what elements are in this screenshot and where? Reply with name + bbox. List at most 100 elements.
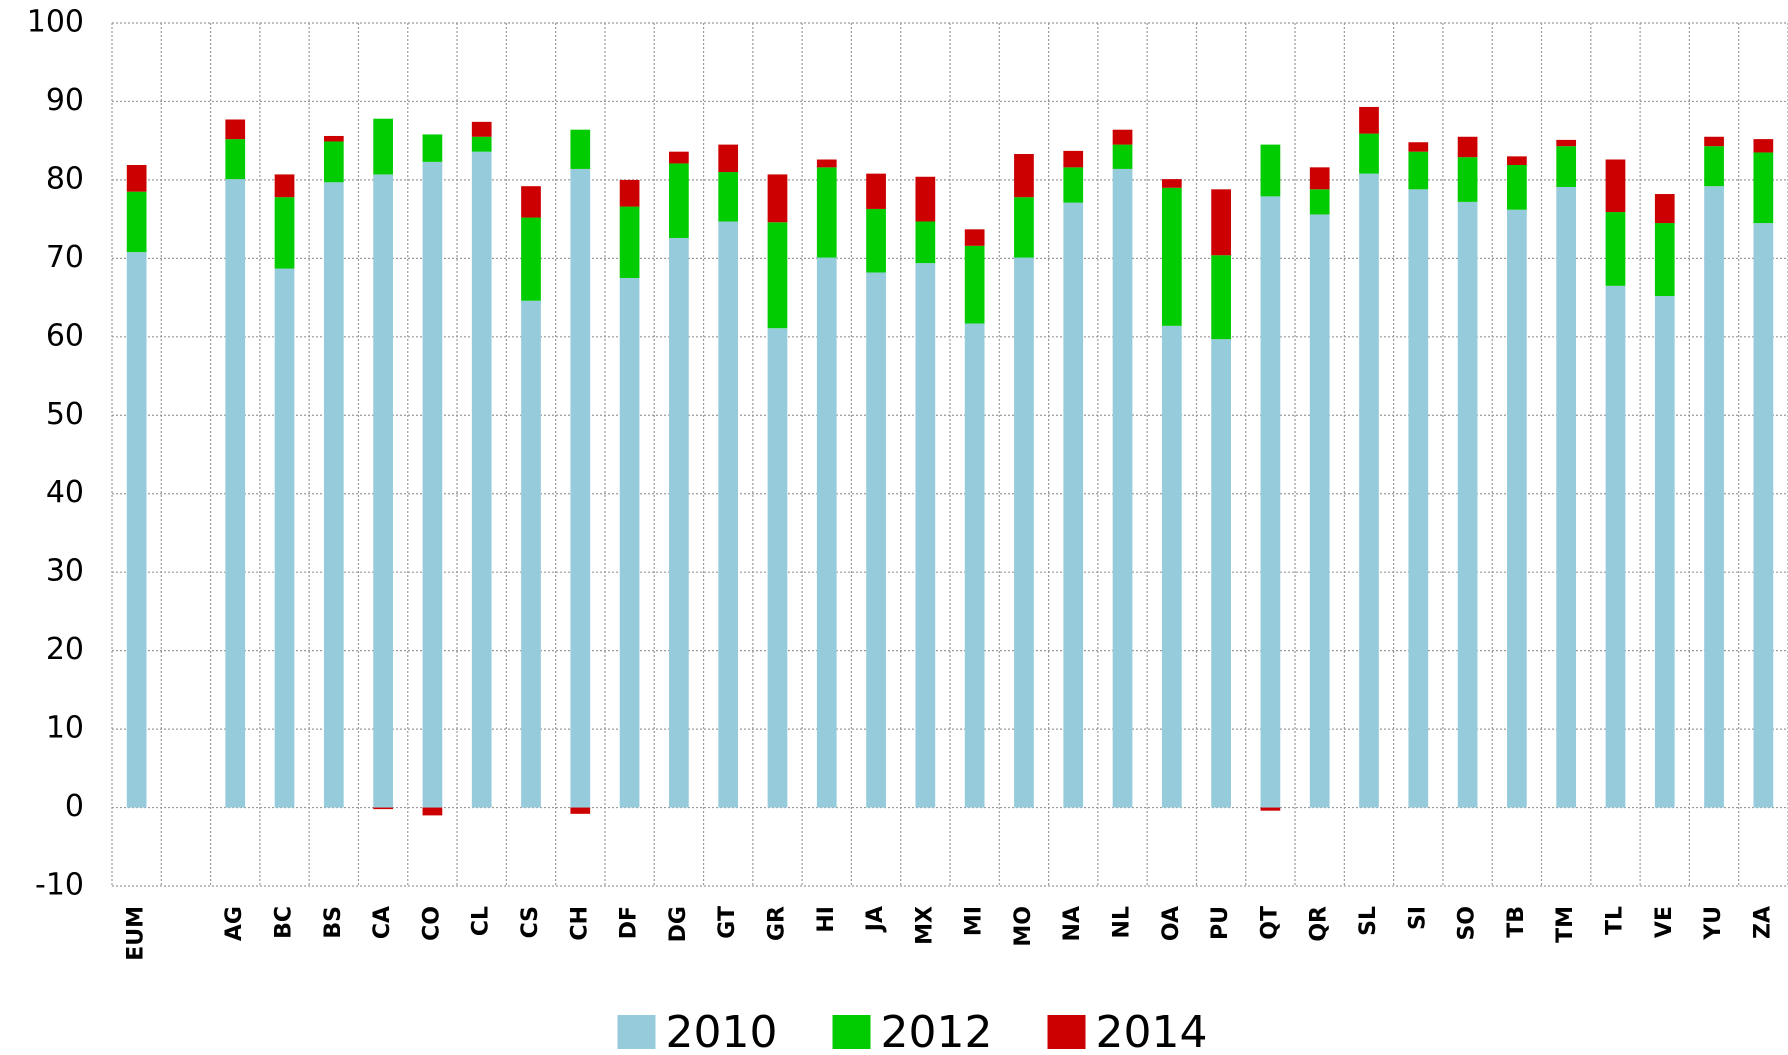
bar-segment [1211, 339, 1231, 808]
legend-swatch [832, 1015, 871, 1049]
y-tick-label: 0 [65, 789, 84, 824]
y-tick-label: -10 [35, 868, 84, 903]
legend-label: 2012 [881, 1007, 993, 1055]
bar-segment [964, 323, 985, 808]
bar-segment [1457, 157, 1478, 202]
bar-segment [1704, 136, 1724, 147]
bar-segment [1408, 189, 1429, 808]
bar-segment [1556, 139, 1577, 147]
legend-swatch [617, 1015, 656, 1049]
x-tick-label: BC [272, 906, 297, 939]
bar-segment [1260, 196, 1281, 808]
bar-segment [1014, 197, 1034, 258]
bar-segment [1014, 257, 1034, 808]
bar-segment [126, 191, 147, 253]
x-tick-label: CS [518, 906, 543, 938]
bar-segment [126, 165, 147, 192]
bar-segment [1211, 189, 1231, 256]
bar-segment [1211, 255, 1231, 340]
bar-segment [471, 121, 492, 137]
bar-segment [225, 119, 246, 140]
bar-segment [570, 129, 591, 169]
x-tick-label: CL [469, 906, 494, 936]
y-tick-label: 40 [46, 475, 84, 510]
bar-segment [1753, 223, 1774, 808]
bar-segment [1753, 152, 1774, 224]
bar-segment [1507, 209, 1527, 808]
bar-segment [1063, 202, 1084, 808]
bar-segment [767, 328, 788, 808]
bar-segment [718, 221, 739, 808]
bar-segment [866, 272, 886, 808]
x-tick-label: CH [567, 906, 592, 941]
bar-segment [866, 173, 886, 209]
bar-segment [1556, 186, 1577, 808]
bar-segment [964, 229, 985, 246]
bar-segment [1260, 807, 1281, 811]
x-tick-label: PU [1208, 906, 1233, 940]
bar-segment [1605, 212, 1626, 286]
bar-segment [373, 174, 393, 808]
bar-segment [1161, 187, 1182, 326]
bar-segment [1654, 223, 1675, 297]
bar-segment [1457, 201, 1478, 808]
bar-segment [1063, 150, 1084, 168]
x-tick-label: DF [617, 906, 642, 939]
legend-swatch [1047, 1015, 1086, 1049]
bar-segment [964, 245, 985, 324]
x-tick-label: GT [715, 906, 740, 939]
bar-segment [1704, 146, 1724, 187]
bar-segment [619, 277, 640, 808]
bar-segment [767, 174, 788, 223]
bar-segment [323, 135, 344, 142]
bar-segment [471, 151, 492, 808]
bar-segment [1309, 167, 1330, 190]
bar-segment [1112, 168, 1133, 808]
y-tick-label: 80 [46, 161, 84, 196]
x-tick-label: GR [764, 906, 789, 941]
x-tick-label: MO [1011, 906, 1036, 947]
bar-segment [1359, 133, 1379, 174]
x-tick-label: VE [1652, 906, 1677, 938]
x-tick-label: QR [1307, 906, 1332, 942]
bar-segment [225, 139, 246, 180]
bar-segment [669, 163, 689, 238]
bar-segment [1507, 165, 1527, 210]
bar-segment [570, 168, 591, 808]
bar-segment [1161, 179, 1182, 188]
y-tick-label: 20 [46, 632, 84, 667]
y-tick-label: 90 [46, 83, 84, 118]
bar-segment [570, 807, 591, 814]
bar-segment [1605, 159, 1626, 213]
bar-segment [274, 174, 295, 198]
x-tick-label: SI [1405, 906, 1430, 930]
bar-segment [521, 217, 541, 301]
x-tick-label: BS [321, 906, 346, 939]
x-tick-label: SO [1455, 906, 1480, 941]
bar-segment [274, 197, 295, 269]
bar-segment [126, 252, 147, 808]
x-tick-label: DG [666, 906, 691, 942]
bar-segment [1359, 106, 1379, 134]
x-tick-label: CO [419, 906, 444, 941]
bar-segment [816, 159, 837, 168]
bar-segment [1063, 167, 1084, 203]
bar-segment [1309, 189, 1330, 215]
x-tick-label: TL [1602, 906, 1627, 935]
bar-segment [619, 206, 640, 278]
bar-segment [1457, 136, 1478, 158]
bar-segment [1556, 146, 1577, 187]
bar-segment [1408, 151, 1429, 190]
x-tick-label: HI [814, 906, 839, 933]
bar-segment [1260, 144, 1281, 197]
bar-segment [323, 182, 344, 808]
bar-segment [1359, 173, 1379, 808]
bar-segment [1161, 325, 1182, 808]
bar-segment [373, 118, 393, 175]
bar-segment [1014, 154, 1034, 198]
x-tick-label: JA [863, 906, 888, 933]
x-tick-label: QT [1257, 906, 1282, 940]
bar-segment [521, 300, 541, 808]
bar-segment [1408, 142, 1429, 152]
